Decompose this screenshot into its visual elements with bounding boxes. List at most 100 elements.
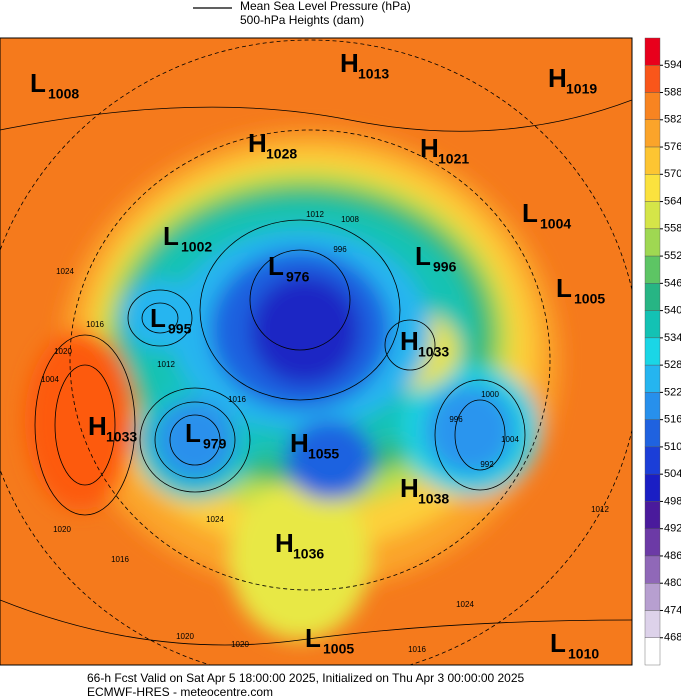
contour-label: 1012 — [591, 505, 609, 514]
center-pressure: 1010 — [568, 646, 599, 662]
colorbar-label: 468 — [664, 632, 681, 644]
center-letter: L — [150, 303, 166, 333]
colorbar-swatch — [644, 310, 661, 339]
colorbar-swatch — [644, 37, 661, 66]
colorbar: 594 588 582 576 570 564 558 552 546 540 534 528 522 5… — [644, 37, 681, 666]
colorbar-swatch — [644, 364, 661, 393]
center-letter: H — [400, 473, 419, 503]
center-letter: H — [340, 48, 359, 78]
colorbar-swatch — [644, 228, 661, 257]
colorbar-label: 480 — [664, 577, 681, 589]
colorbar-swatch — [644, 146, 661, 175]
center-pressure: 1033 — [106, 429, 137, 445]
center-letter: L — [163, 221, 179, 251]
contour-label: 996 — [333, 245, 347, 254]
colorbar-label: 588 — [664, 86, 681, 98]
center-letter: L — [268, 251, 284, 281]
contour-label: 1016 — [86, 320, 104, 329]
contour-label: 1004 — [501, 435, 519, 444]
colorbar-label: 552 — [664, 250, 681, 262]
colorbar-label: 504 — [664, 468, 681, 480]
colorbar-label: 564 — [664, 195, 681, 207]
contour-label: 1024 — [456, 600, 474, 609]
footer-source: ECMWF-HRES - meteocentre.com — [87, 685, 273, 699]
colorbar-swatch — [644, 419, 661, 448]
colorbar-swatch — [644, 392, 661, 420]
contour-label: 1020 — [53, 525, 71, 534]
contour-label: 1012 — [157, 360, 175, 369]
center-letter: L — [305, 623, 321, 653]
center-letter: L — [522, 198, 538, 228]
contour-label: 1020 — [54, 347, 72, 356]
contour-label: 1016 — [111, 555, 129, 564]
center-pressure: 976 — [286, 269, 310, 285]
colorbar-label: 486 — [664, 550, 681, 562]
center-letter: L — [556, 273, 572, 303]
colorbar-label: 474 — [664, 604, 681, 616]
colorbar-swatch — [644, 119, 661, 148]
contour-labels: 1012 1008 996 1024 1020 1016 1012 1016 1004 1000 9… — [41, 210, 609, 654]
colorbar-swatch — [644, 637, 661, 666]
center-pressure: 1004 — [540, 216, 571, 232]
height-field — [25, 130, 560, 640]
center-pressure: 1021 — [438, 151, 469, 167]
isobars — [0, 39, 632, 665]
colorbar-label: 516 — [664, 414, 681, 426]
center-pressure: 1005 — [574, 291, 605, 307]
center-pressure: 1055 — [308, 446, 339, 462]
contour-label: 1000 — [481, 390, 499, 399]
center-pressure: 1013 — [358, 66, 389, 82]
center-letter: H — [248, 128, 267, 158]
contour-label: 1008 — [341, 215, 359, 224]
center-letter: L — [30, 68, 46, 98]
contour-label: 1012 — [306, 210, 324, 219]
colorbar-label: 558 — [664, 223, 681, 235]
colorbar-label: 498 — [664, 495, 681, 507]
colorbar-swatch — [644, 255, 661, 284]
center-letter: H — [88, 411, 107, 441]
colorbar-label: 576 — [664, 141, 681, 153]
center-pressure: 1028 — [266, 146, 297, 162]
center-pressure: 1002 — [181, 239, 212, 255]
colorbar-label: 534 — [664, 332, 681, 344]
colorbar-label: 522 — [664, 386, 681, 398]
colorbar-swatch — [644, 555, 661, 584]
center-pressure: 1008 — [48, 86, 79, 102]
footer-valid: 66-h Fcst Valid on Sat Apr 5 18:00:00 20… — [87, 671, 525, 685]
colorbar-label: 540 — [664, 305, 681, 317]
contour-label: 1024 — [206, 515, 224, 524]
colorbar-swatch — [644, 528, 661, 557]
center-letter: L — [185, 418, 201, 448]
legend-heights: 500-hPa Heights (dam) — [240, 13, 364, 27]
contour-label: 1020 — [231, 640, 249, 649]
center-letter: H — [400, 326, 419, 356]
colorbar-swatch — [644, 446, 661, 475]
center-letter: H — [290, 428, 309, 458]
contour-label: 1016 — [228, 395, 246, 404]
contour-label: 1016 — [408, 645, 426, 654]
center-pressure: 1005 — [323, 641, 354, 657]
colorbar-swatch — [644, 65, 661, 93]
colorbar-swatch — [644, 473, 661, 502]
center-letter: H — [420, 133, 439, 163]
center-pressure: 1036 — [293, 546, 324, 562]
center-pressure: 1033 — [418, 344, 449, 360]
colorbar-swatch — [644, 610, 661, 638]
colorbar-label: 582 — [664, 114, 681, 126]
center-pressure: 995 — [168, 321, 192, 337]
colorbar-label: 528 — [664, 359, 681, 371]
center-letter: H — [275, 528, 294, 558]
map-border — [0, 37, 633, 666]
colorbar-swatch — [644, 174, 661, 202]
contour-label: 996 — [449, 415, 463, 424]
colorbar-label: 510 — [664, 441, 681, 453]
colorbar-label: 570 — [664, 168, 681, 180]
contour-label: 1004 — [41, 375, 59, 384]
colorbar-swatch — [644, 501, 661, 529]
contour-label: 1020 — [176, 632, 194, 641]
center-pressure: 996 — [433, 259, 457, 275]
colorbar-swatch — [644, 583, 661, 611]
